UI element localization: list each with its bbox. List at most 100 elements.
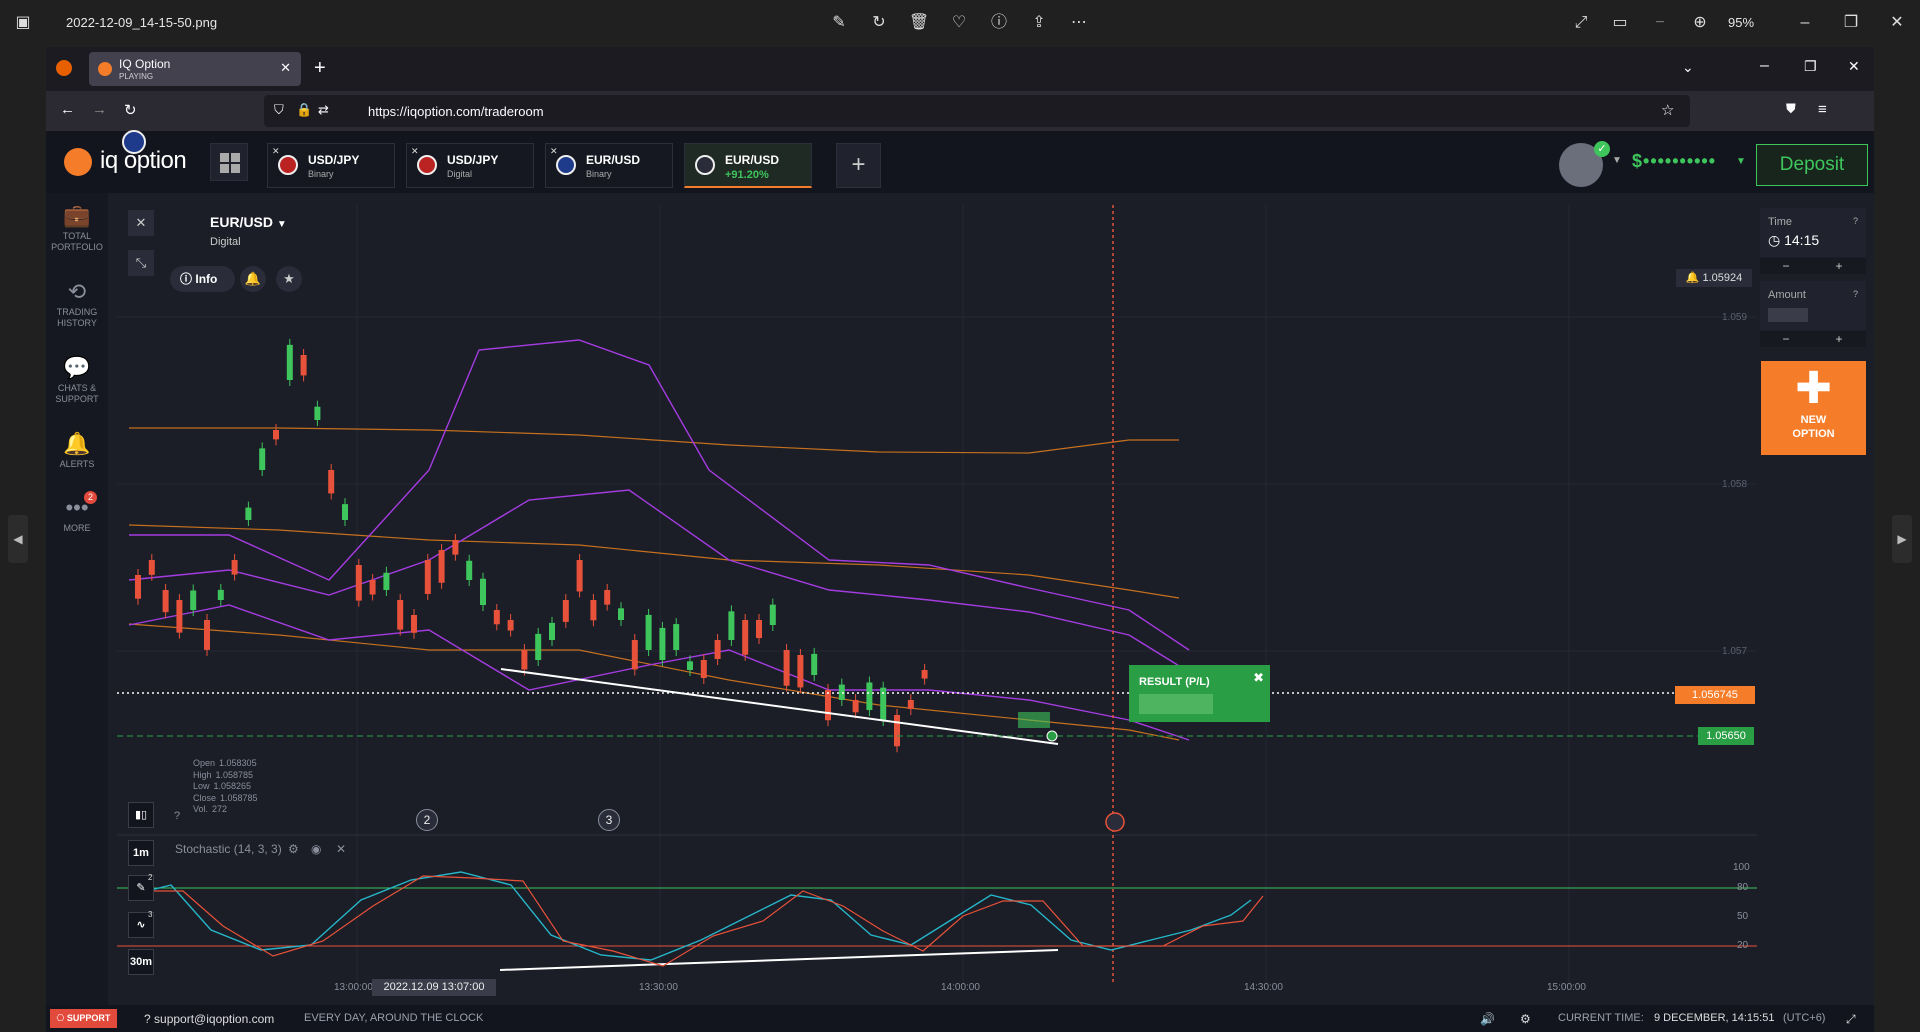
sidebar-label: CHATS & bbox=[57, 383, 97, 393]
browser-restore-icon[interactable]: ❐ bbox=[1804, 58, 1817, 74]
close-tab-icon[interactable]: ✕ bbox=[280, 60, 291, 75]
pocket-icon[interactable]: ⛊ bbox=[1786, 101, 1796, 116]
expand-icon[interactable]: ⤢ bbox=[1846, 1012, 1856, 1026]
bookmark-star-icon[interactable]: ☆ bbox=[1661, 102, 1675, 119]
sidebar-item-trading-history[interactable]: ⟲ TRADING HISTORY bbox=[46, 279, 108, 329]
amount-box[interactable]: Amount ? bbox=[1760, 281, 1866, 330]
drawing-tools-button[interactable]: ✎ bbox=[128, 875, 154, 901]
close-result-icon[interactable]: ✖ bbox=[1253, 670, 1264, 685]
time-minus-button[interactable]: − bbox=[1782, 259, 1790, 273]
fullscreen-icon[interactable]: ⤢ bbox=[1574, 14, 1588, 31]
close-window-icon[interactable]: ✕ bbox=[1890, 14, 1904, 31]
marker-circle-2[interactable]: 2 bbox=[416, 809, 438, 831]
amount-help-icon[interactable]: ? bbox=[1852, 289, 1858, 299]
asset-tab-usdjpy-binary[interactable]: ✕ USD/JPY Binary bbox=[267, 143, 395, 188]
info-icon[interactable]: ⓘ bbox=[990, 14, 1007, 31]
indicator-remove-icon[interactable]: ✕ bbox=[336, 842, 347, 856]
time-help-icon[interactable]: ? bbox=[1852, 216, 1858, 226]
asset-tab-usdjpy-digital[interactable]: ✕ USD/JPY Digital bbox=[406, 143, 534, 188]
asset-tab-eurusd-binary[interactable]: ✕ EUR/USD Binary bbox=[545, 143, 673, 188]
asset-tab-eurusd-active[interactable]: EUR/USD +91.20% bbox=[684, 143, 812, 188]
shield-icon[interactable]: ⛉ bbox=[274, 102, 284, 117]
close-asset-tab-icon[interactable]: ✕ bbox=[550, 146, 558, 156]
new-tab-icon[interactable]: + bbox=[314, 57, 326, 79]
share-icon[interactable]: ⇪ bbox=[1032, 14, 1046, 31]
browser-minimize-icon[interactable]: – bbox=[1760, 57, 1769, 74]
zoom-in-icon[interactable]: ⊕ bbox=[1693, 14, 1707, 31]
sidebar-item-more[interactable]: ••• 2 MORE bbox=[46, 491, 108, 534]
close-asset-tab-icon[interactable]: ✕ bbox=[272, 146, 280, 156]
sidebar-item-total-portfolio[interactable]: 💼 TOTAL PORTFOLIO bbox=[46, 203, 108, 253]
balance[interactable]: $•••••••••• bbox=[1632, 151, 1717, 171]
support-button[interactable]: ⎔ SUPPORT bbox=[50, 1009, 117, 1028]
maximize-icon[interactable]: ❐ bbox=[1843, 14, 1859, 31]
prev-image-button[interactable]: ◀ bbox=[8, 515, 28, 563]
amount-plus-button[interactable]: + bbox=[1835, 332, 1843, 346]
deposit-button[interactable]: Deposit bbox=[1756, 144, 1868, 186]
alert-bell-button[interactable]: 🔔 bbox=[240, 266, 266, 292]
next-image-button[interactable]: ▶ bbox=[1892, 515, 1912, 563]
asset-tab-name: USD/JPY bbox=[447, 153, 499, 167]
browser-close-icon[interactable]: ✕ bbox=[1848, 58, 1860, 74]
close-asset-tab-icon[interactable]: ✕ bbox=[411, 146, 419, 156]
collapse-chart-button[interactable]: ⤡ bbox=[128, 250, 154, 276]
iqoption-app: iq option ✕ USD/JPY Binary ✕ USD/JPY Dig… bbox=[46, 131, 1874, 1032]
time-plus-button[interactable]: + bbox=[1835, 259, 1843, 273]
list-tabs-icon[interactable]: ⌄ bbox=[1682, 59, 1694, 75]
timeframe-1m-button[interactable]: 1m bbox=[128, 840, 154, 866]
timeframe-30m-button[interactable]: 30m bbox=[128, 949, 154, 975]
chart-area[interactable] bbox=[117, 195, 1803, 1001]
time-box[interactable]: Time ? ◷ 14:15 bbox=[1760, 208, 1866, 257]
result-pl-box[interactable]: RESULT (P/L) ✖ bbox=[1129, 665, 1270, 722]
browser-navbar: ← → ↻ ⛉ 🔒 ⇄ https://iqoption.com/tradero… bbox=[46, 91, 1874, 131]
delete-icon[interactable]: 🗑 bbox=[908, 14, 930, 31]
support-email[interactable]: ? support@iqoption.com bbox=[144, 1012, 274, 1026]
new-option-button[interactable]: ✚ NEW OPTION bbox=[1761, 361, 1866, 455]
profile-dropdown-icon[interactable]: ▼ bbox=[1612, 155, 1622, 166]
edit-icon[interactable]: ✎ bbox=[832, 14, 846, 31]
browser-tab[interactable]: IQ Option PLAYING ✕ bbox=[89, 52, 301, 86]
amount-minus-button[interactable]: − bbox=[1782, 332, 1790, 346]
rotate-icon[interactable]: ↻ bbox=[872, 14, 886, 31]
sidebar-item-alerts[interactable]: 🔔 ALERTS bbox=[46, 431, 108, 470]
zoom-out-icon[interactable]: − bbox=[1655, 14, 1665, 31]
sidebar-item-chats-support[interactable]: 💬 CHATS & SUPPORT bbox=[46, 355, 108, 405]
favorite-icon[interactable]: ♡ bbox=[951, 14, 967, 31]
lock-icon[interactable]: 🔒 bbox=[296, 102, 313, 117]
more-options-icon[interactable]: ⋯ bbox=[1071, 14, 1087, 31]
firefox-icon[interactable] bbox=[56, 60, 72, 76]
asset-tab-name: EUR/USD bbox=[586, 153, 641, 167]
info-button[interactable]: ⓘ Info bbox=[170, 266, 235, 292]
trend-line bbox=[499, 949, 1059, 971]
menu-icon[interactable]: ≡ bbox=[1818, 101, 1827, 118]
minimize-icon[interactable]: – bbox=[1800, 14, 1810, 31]
permissions-icon[interactable]: ⇄ bbox=[318, 102, 329, 117]
add-asset-button[interactable]: + bbox=[836, 143, 881, 188]
new-option-label: NEW bbox=[1800, 414, 1827, 426]
sound-icon[interactable]: 🔊 bbox=[1480, 1012, 1495, 1026]
indicator-visibility-icon[interactable]: ◉ bbox=[311, 842, 322, 856]
chart-type-button[interactable]: ▮▯ bbox=[128, 802, 154, 828]
settings-gear-icon[interactable]: ⚙ bbox=[1520, 1012, 1531, 1026]
address-bar[interactable]: ⛉ 🔒 ⇄ https://iqoption.com/traderoom ☆ bbox=[264, 95, 1690, 127]
marker-circle-3[interactable]: 3 bbox=[598, 809, 620, 831]
asset-tab-sub: Digital bbox=[447, 169, 473, 179]
reload-icon[interactable]: ↻ bbox=[124, 102, 137, 119]
forward-icon[interactable]: → bbox=[92, 101, 107, 118]
back-icon[interactable]: ← bbox=[60, 101, 75, 118]
asset-tab-name: USD/JPY bbox=[308, 153, 360, 167]
ohlc-help-icon[interactable]: ? bbox=[174, 810, 181, 822]
price-chart[interactable] bbox=[117, 195, 1803, 1001]
deal-highlight bbox=[1018, 712, 1050, 728]
actual-size-icon[interactable]: ▭ bbox=[1612, 14, 1628, 31]
asset-dropdown-icon[interactable]: ▼ bbox=[276, 219, 287, 230]
indicator-settings-icon[interactable]: ⚙ bbox=[288, 842, 299, 856]
ohlc-label: Open bbox=[193, 758, 216, 768]
favorite-button[interactable]: ★ bbox=[276, 266, 302, 292]
asset-grid-button[interactable] bbox=[210, 143, 248, 181]
close-chart-button[interactable]: ✕ bbox=[128, 210, 154, 236]
balance-dropdown-icon[interactable]: ▼ bbox=[1736, 156, 1746, 167]
indicators-button[interactable]: ∿ bbox=[128, 912, 154, 938]
chart-asset-name[interactable]: EUR/USD ▼ bbox=[210, 214, 287, 230]
candle-body bbox=[493, 610, 500, 625]
